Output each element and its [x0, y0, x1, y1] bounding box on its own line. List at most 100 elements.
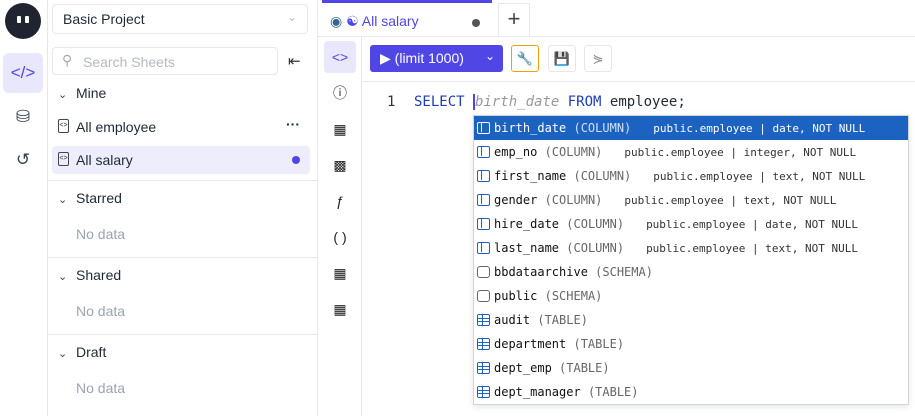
section-label: Starred	[76, 190, 122, 206]
divider	[48, 257, 318, 258]
empty-text: No data	[76, 380, 126, 396]
section-starred[interactable]: ⌄ Starred	[58, 190, 122, 206]
search-placeholder: Search Sheets	[83, 54, 175, 70]
item-name: last_name	[494, 241, 560, 255]
autocomplete-item[interactable]: dept_manager (TABLE)	[474, 380, 908, 404]
left-rail: </> ⛁ ↺	[0, 0, 48, 416]
procedure-icon[interactable]: ( )	[333, 229, 347, 245]
share-icon[interactable]: ⋟	[584, 45, 612, 72]
sheet-sidebar: Basic Project ⌄ ⚲ Search Sheets ⇤ ⌄ Mine <>…	[48, 0, 318, 416]
chevron-down-icon: ⌄	[58, 271, 68, 283]
item-name: dept_emp	[494, 361, 552, 375]
item-name: first_name	[494, 169, 567, 183]
chevron-down-icon[interactable]: ⌄	[484, 49, 495, 63]
sheet-item-all-salary[interactable]: <> All salary	[52, 146, 310, 174]
table-icon	[477, 362, 490, 374]
item-kind: (TABLE)	[573, 337, 625, 351]
divider	[48, 180, 318, 181]
sql-editor[interactable]: 1 SELECT birth_date FROM employee;	[362, 82, 915, 416]
exit-icon[interactable]: ⇤	[288, 53, 301, 70]
item-detail: public.employee | text, NOT NULL	[624, 194, 837, 207]
section-label: Mine	[76, 85, 107, 101]
unsaved-dot	[472, 19, 480, 27]
sheet-label: All salary	[76, 152, 133, 168]
table-icon	[477, 386, 490, 398]
tab-label: All salary	[361, 13, 419, 29]
divider	[48, 334, 318, 335]
chevron-down-icon: ⌄	[286, 10, 297, 24]
item-kind: (COLUMN)	[573, 169, 632, 183]
chevron-down-icon: ⌄	[58, 194, 68, 206]
suggestion-placeholder: birth_date	[473, 94, 560, 110]
autocomplete-item[interactable]: first_name (COLUMN) public.employee | tex…	[474, 164, 908, 188]
autocomplete-item[interactable]: birth_date (COLUMN) public.employee | dat…	[474, 116, 908, 140]
item-kind: (COLUMN)	[544, 145, 603, 159]
sheet-icon[interactable]: </>	[3, 53, 43, 93]
item-name: emp_no	[494, 145, 538, 159]
run-button[interactable]: ▶ (limit 1000) ⌄	[370, 45, 503, 72]
editor-toolbar: ▶ (limit 1000) ⌄ 🔧 💾 ⋟	[362, 37, 915, 82]
search-icon: ⚲	[62, 52, 73, 68]
item-kind: (TABLE)	[559, 361, 610, 375]
autocomplete-item[interactable]: gender (COLUMN) public.employee | text, N…	[474, 188, 908, 212]
more-icon[interactable]: ···	[286, 116, 300, 132]
table-icon[interactable]: ▦	[333, 120, 347, 137]
play-icon: ▶	[380, 50, 391, 66]
diagram-icon[interactable]: ▦	[333, 300, 347, 317]
section-draft[interactable]: ⌄ Draft	[58, 344, 106, 360]
line-number: 1	[387, 94, 396, 110]
tab-all-salary[interactable]: ◉ ☯ All salary	[322, 0, 492, 37]
item-kind: (COLUMN)	[566, 241, 625, 255]
run-label: (limit 1000)	[394, 50, 464, 66]
item-detail: public.employee | date, NOT NULL	[653, 122, 866, 135]
search-input[interactable]: ⚲ Search Sheets	[52, 47, 278, 75]
code-text: employee;	[601, 94, 686, 110]
empty-text: No data	[76, 226, 126, 242]
autocomplete-item[interactable]: bbdataarchive (SCHEMA)	[474, 260, 908, 284]
autocomplete-item[interactable]: audit (TABLE)	[474, 308, 908, 332]
item-name: bbdataarchive	[494, 265, 588, 279]
users-icon: ☯	[346, 13, 359, 29]
item-name: gender	[494, 193, 538, 207]
save-icon[interactable]: 💾	[548, 45, 576, 72]
function-icon[interactable]: ƒ	[336, 193, 344, 209]
wrench-icon[interactable]: 🔧	[511, 45, 539, 72]
section-shared[interactable]: ⌄ Shared	[58, 267, 121, 283]
item-kind: (COLUMN)	[573, 121, 632, 135]
new-tab-button[interactable]: +	[498, 3, 530, 37]
tab-bar: ◉ ☯ All salary +	[318, 0, 915, 37]
history-icon[interactable]: ↺	[15, 150, 31, 169]
autocomplete-item[interactable]: emp_no (COLUMN) public.employee | integer…	[474, 140, 908, 164]
sheet-item-all-employee[interactable]: <> All employee ···	[52, 113, 310, 141]
sequence-icon[interactable]: ▦	[333, 264, 347, 281]
item-detail: public.employee | date, NOT NULL	[646, 218, 858, 231]
keyword: SELECT	[414, 94, 465, 110]
autocomplete-item[interactable]: department (TABLE)	[474, 332, 908, 356]
autocomplete-popup: birth_date (COLUMN) public.employee | dat…	[473, 115, 909, 405]
autocomplete-item[interactable]: hire_date (COLUMN) public.employee | date…	[474, 212, 908, 236]
view-icon[interactable]: ▩	[333, 156, 347, 173]
autocomplete-item[interactable]: last_name (COLUMN) public.employee | text…	[474, 236, 908, 260]
code-line: SELECT birth_date FROM employee;	[414, 94, 686, 110]
item-name: birth_date	[494, 121, 567, 135]
autocomplete-item[interactable]: public (SCHEMA)	[474, 284, 908, 308]
table-icon	[477, 314, 490, 326]
item-kind: (SCHEMA)	[595, 265, 653, 279]
item-kind: (TABLE)	[537, 313, 588, 327]
project-name: Basic Project	[63, 11, 145, 27]
info-icon[interactable]: ⓘ	[333, 85, 347, 101]
item-kind: (COLUMN)	[566, 217, 625, 231]
unsaved-dot	[292, 156, 300, 164]
autocomplete-item[interactable]: dept_emp (TABLE)	[474, 356, 908, 380]
keyword: FROM	[567, 94, 602, 110]
column-icon	[477, 242, 490, 254]
section-mine[interactable]: ⌄ Mine	[58, 85, 106, 101]
code-icon[interactable]: <>	[324, 41, 356, 73]
database-icon[interactable]: ⛁	[15, 107, 31, 126]
schema-icon	[477, 266, 490, 278]
item-name: dept_manager	[494, 385, 581, 399]
item-name: hire_date	[494, 217, 560, 231]
project-select[interactable]: Basic Project ⌄	[52, 4, 308, 34]
item-kind: (TABLE)	[587, 385, 639, 399]
section-label: Draft	[76, 344, 107, 360]
